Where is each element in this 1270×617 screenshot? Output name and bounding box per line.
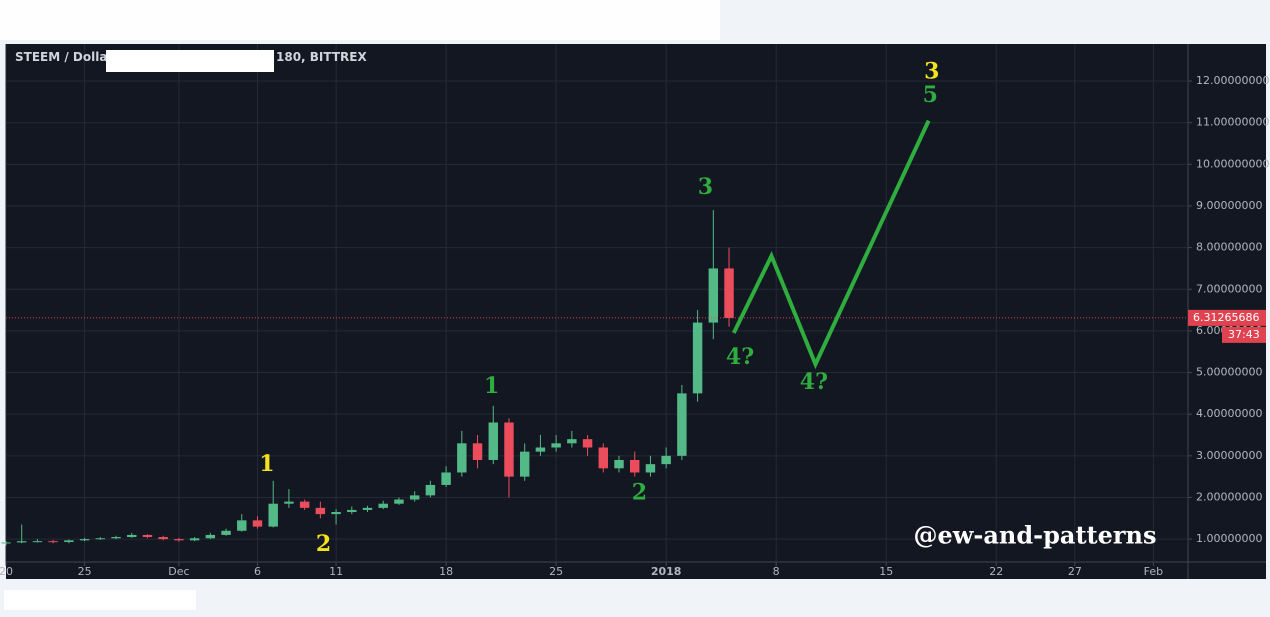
x-tick-label: Dec (168, 565, 189, 578)
x-tick-label: 8 (773, 565, 780, 578)
candle-body (252, 520, 263, 527)
candle-body (111, 537, 121, 539)
projection-line (731, 119, 931, 370)
redaction (0, 0, 720, 40)
x-tick-label: 25 (78, 565, 92, 578)
x-tick-label: 27 (1068, 565, 1082, 578)
chart-panel (6, 44, 1266, 579)
candle-body (535, 447, 546, 452)
candle-body (724, 268, 734, 318)
candle-body (1, 542, 11, 544)
candle-body (331, 512, 341, 515)
candle-body (645, 464, 656, 473)
y-tick-label: 2.00000000 (1196, 490, 1262, 503)
candle-body (708, 268, 719, 323)
wave-label: 4? (726, 344, 754, 370)
x-tick-label: 22 (989, 565, 1003, 578)
candle-body (174, 539, 184, 541)
candle-body (315, 507, 326, 515)
candle-body (457, 443, 467, 473)
redaction (4, 590, 196, 610)
x-tick-label: 25 (549, 565, 563, 578)
y-tick-label: 1.00000000 (1196, 532, 1262, 545)
watermark: @ew-and-patterns (913, 521, 1156, 550)
wave-label: 3 (698, 174, 713, 200)
x-tick-label: 18 (439, 565, 453, 578)
candle-body (441, 472, 451, 485)
candle-body (268, 503, 278, 527)
candle-body (299, 501, 310, 508)
candle-body (158, 537, 168, 540)
y-tick-label: 9.00000000 (1196, 199, 1262, 212)
y-tick-label: 4.00000000 (1196, 407, 1262, 420)
chart-subtitle: 180, BITTREX (276, 50, 367, 64)
candle-body (567, 439, 577, 444)
x-tick-label: 2018 (651, 565, 682, 578)
candle-body (64, 540, 74, 543)
wave-label: 4? (800, 369, 828, 395)
candle-body (189, 538, 200, 541)
wave-label: 2 (632, 479, 647, 505)
candle-body (614, 459, 624, 469)
candle-body (127, 534, 137, 538)
candle-body (630, 459, 640, 473)
candle-body (237, 520, 247, 531)
candle-body (582, 439, 593, 448)
candle-body (95, 538, 106, 540)
candle-body (79, 539, 90, 541)
candle-body (347, 509, 357, 513)
candle-body (692, 322, 703, 394)
candle-body (32, 541, 43, 543)
candle-body (425, 484, 436, 496)
last-price-box (1188, 309, 1266, 326)
y-tick-label: 5.00000000 (1196, 366, 1262, 379)
x-tick-label: 6 (254, 565, 261, 578)
wave-label: 5 (923, 82, 938, 108)
grid: 1.00000000 2.00000000 3.00000000 4.00000000… (0, 44, 1269, 578)
candle-body (488, 422, 498, 460)
candle-body (394, 499, 404, 504)
countdown-label: 37:43 (1228, 328, 1260, 341)
last-price-label: 6.31265686 (1193, 311, 1259, 324)
candle-body (504, 422, 514, 477)
y-tick-label: 3.00000000 (1196, 449, 1262, 462)
y-tick-label: 7.00000000 (1196, 282, 1262, 295)
candle-body (409, 495, 420, 500)
candle-body (472, 443, 483, 460)
x-tick-label: 20 (0, 565, 13, 578)
candle-body (378, 503, 388, 508)
y-tick-label: 10.00000000 (1196, 157, 1269, 170)
y-tick-label: 12.00000000 (1196, 74, 1269, 87)
wave-label: 3 (924, 59, 939, 85)
countdown-box (1222, 326, 1266, 343)
candle-body (205, 534, 216, 539)
x-tick-label: Feb (1144, 565, 1163, 578)
candle-body (221, 530, 231, 535)
candle-body (661, 455, 671, 465)
chart-title: STEEM / Dollar (15, 50, 113, 64)
candle-body (48, 541, 58, 543)
candle-body (362, 507, 373, 510)
candle-body (142, 534, 153, 538)
candle-body (677, 393, 687, 456)
candle-body (551, 443, 561, 448)
wave-label: 2 (316, 531, 331, 557)
x-tick-label: 15 (879, 565, 893, 578)
x-tick-label: 11 (329, 565, 343, 578)
y-tick-label: 8.00000000 (1196, 241, 1262, 254)
candle-body (598, 447, 609, 469)
candle-body (17, 541, 27, 543)
y-tick-label: 11.00000000 (1196, 116, 1269, 129)
wave-label: 1 (484, 373, 499, 399)
redaction (106, 50, 274, 72)
wave-label: 1 (259, 451, 274, 477)
candle-body (519, 451, 530, 477)
candle-body (284, 501, 294, 504)
